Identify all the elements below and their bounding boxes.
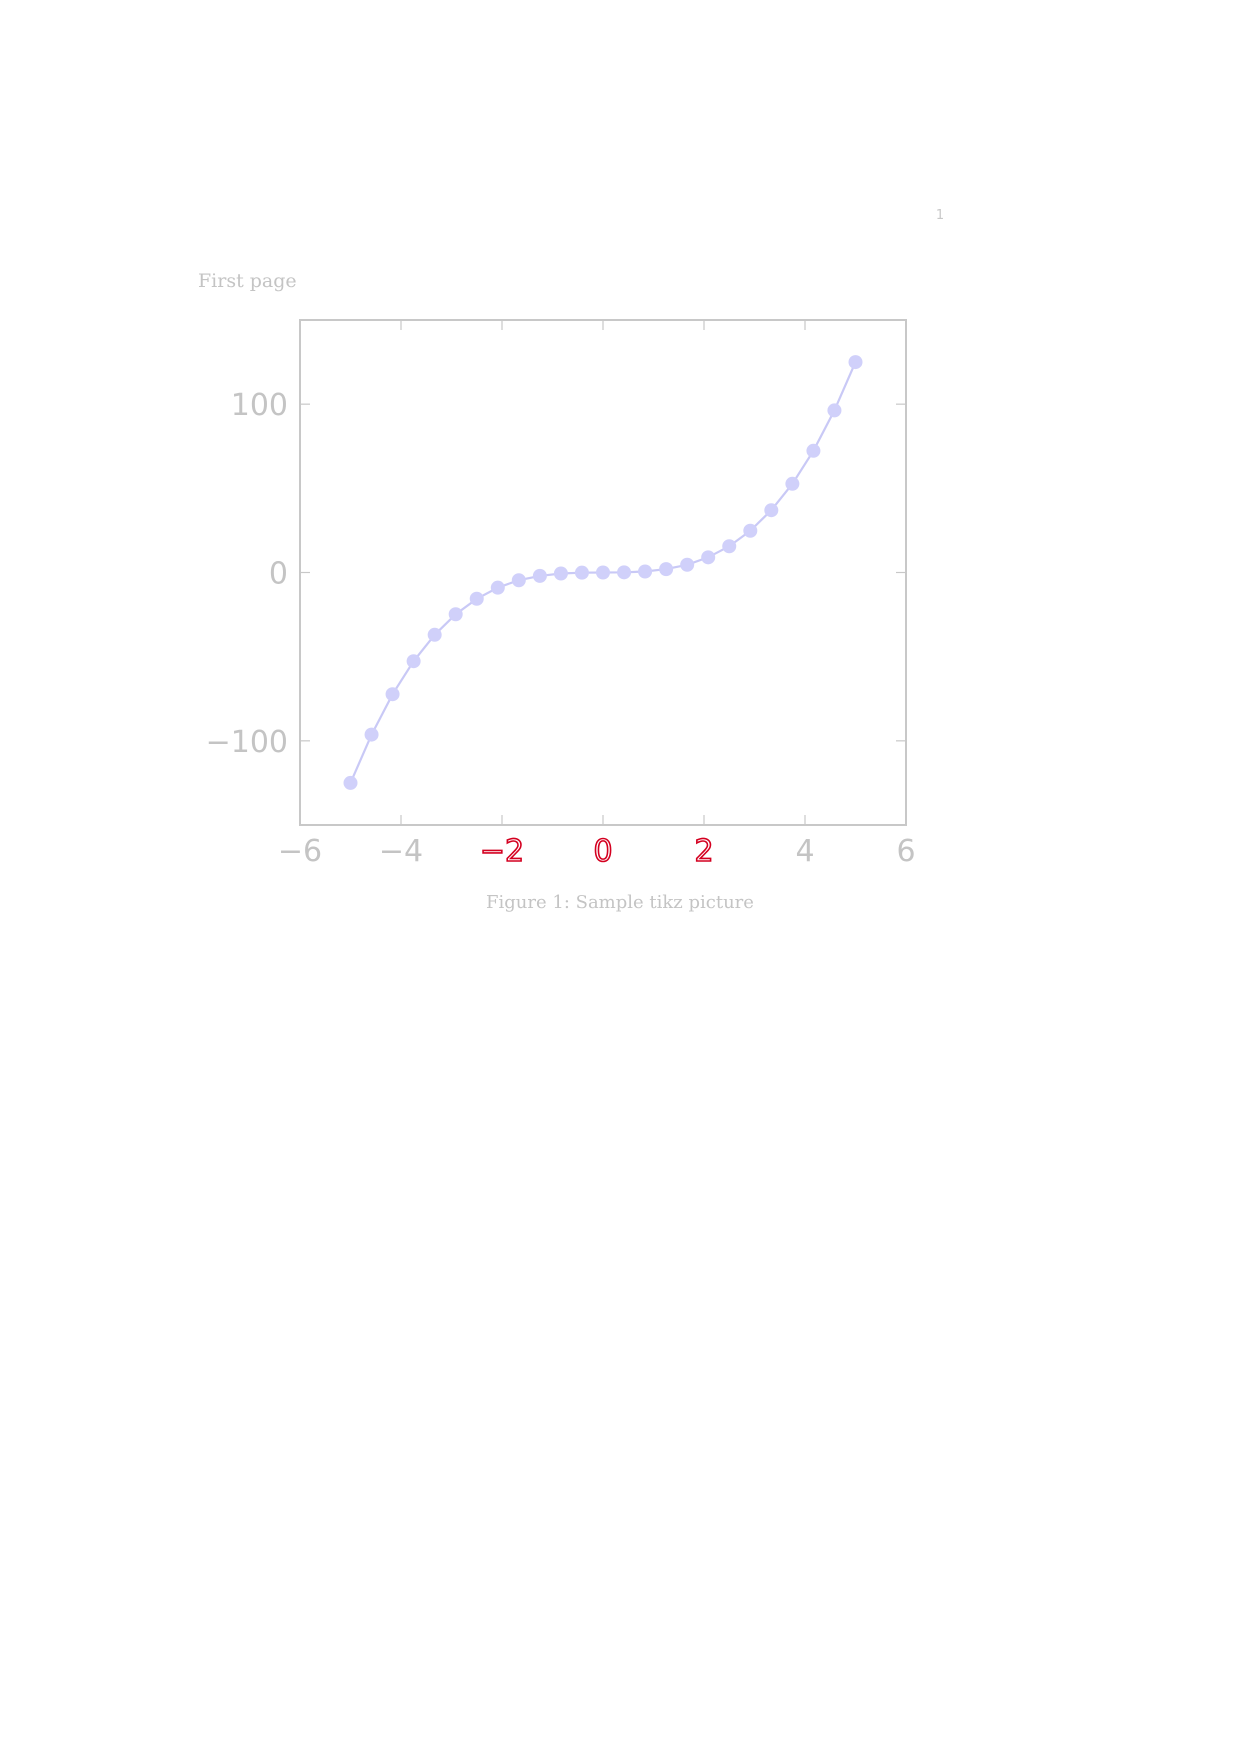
series-layer: [343, 355, 863, 790]
data-point: [469, 591, 484, 606]
tick-marks: [299, 320, 907, 825]
y-tick-label: −100: [206, 725, 288, 760]
data-point: [511, 573, 526, 588]
x-tick-label: 0: [593, 834, 612, 869]
data-point: [680, 557, 695, 572]
data-point: [764, 503, 779, 518]
y-tick-label: 100: [231, 388, 288, 423]
x-tick-labels: −6 −4 −2 0 2 4 6: [278, 833, 916, 870]
y-tick-label: 0: [269, 557, 288, 592]
data-point: [638, 564, 653, 579]
data-point: [848, 355, 863, 370]
data-point: [659, 562, 674, 577]
data-point: [722, 539, 737, 554]
y-tick-labels: −100 0 100: [206, 388, 288, 760]
data-point: [385, 687, 400, 702]
cubic-line-chart: −6 −4 −2 0 2 4 6 −100 0 100: [206, 319, 916, 870]
plot-frame: [299, 319, 907, 826]
page-number: 1: [935, 208, 945, 223]
data-point: [617, 565, 632, 580]
data-point: [701, 550, 716, 565]
data-point: [596, 565, 610, 580]
data-point: [743, 523, 758, 538]
data-point: [343, 775, 358, 790]
x-tick-label: 6: [896, 834, 915, 869]
page-header: First page: [198, 270, 297, 292]
data-point: [553, 566, 568, 581]
x-tick-label: 2: [694, 834, 713, 869]
data-point: [827, 403, 842, 418]
x-tick-label: −4: [379, 834, 423, 869]
x-tick-label: 4: [795, 834, 814, 869]
x-tick-label: −2: [480, 834, 524, 869]
data-point: [490, 580, 505, 595]
figure-caption: Figure 1: Sample tikz picture: [486, 892, 754, 913]
x-tick-label: −6: [278, 834, 322, 869]
data-point: [785, 476, 800, 491]
data-point: [364, 727, 379, 742]
data-point: [448, 607, 463, 622]
data-point: [574, 565, 589, 580]
data-point: [532, 568, 547, 583]
data-point: [427, 627, 442, 642]
data-point: [806, 443, 821, 458]
data-point: [406, 654, 421, 669]
